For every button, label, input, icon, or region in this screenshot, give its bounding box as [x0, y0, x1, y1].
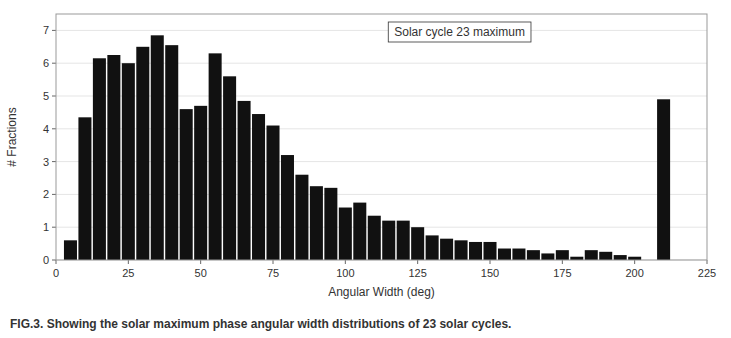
bar [266, 126, 279, 260]
bar [411, 227, 424, 260]
y-tick [52, 161, 56, 162]
x-tick [490, 260, 491, 264]
y-tick-label: 6 [43, 57, 49, 69]
bar [180, 109, 193, 260]
bar [238, 101, 251, 260]
bar [382, 221, 395, 260]
bar [295, 175, 308, 260]
x-tick-label: 125 [408, 267, 426, 279]
x-tick [345, 260, 346, 264]
y-tick [52, 128, 56, 129]
bars [64, 35, 670, 260]
title-box: Solar cycle 23 maximum [388, 22, 531, 42]
bar [122, 63, 135, 260]
bar [397, 221, 410, 260]
y-axis-label: # Fractions [5, 107, 19, 166]
x-tick-label: 100 [336, 267, 354, 279]
x-tick [707, 260, 708, 264]
bar [599, 252, 612, 260]
y-tick-label: 4 [43, 123, 49, 135]
y-tick [52, 194, 56, 195]
y-tick-label: 0 [43, 254, 49, 266]
bar [252, 114, 265, 260]
x-tick [634, 260, 635, 264]
bar [136, 47, 149, 260]
bar [64, 240, 77, 260]
y-gridline [56, 30, 707, 31]
bar [151, 35, 164, 260]
title-frame [388, 22, 531, 42]
y-tick-label: 5 [43, 90, 49, 102]
bar [498, 249, 511, 260]
bar [657, 99, 670, 260]
y-tick [52, 63, 56, 64]
bar [324, 188, 337, 260]
bar [426, 235, 439, 260]
bar [541, 253, 554, 260]
title: Solar cycle 23 maximum [394, 25, 525, 39]
bar [614, 255, 627, 260]
y-tick-label: 3 [43, 156, 49, 168]
x-tick-label: 175 [553, 267, 571, 279]
bar [527, 250, 540, 260]
bar [281, 155, 294, 260]
x-tick-label: 200 [625, 267, 643, 279]
x-tick [562, 260, 563, 264]
bar [440, 239, 453, 260]
bar [107, 55, 120, 260]
caption: FIG.3. Showing the solar maximum phase a… [10, 317, 511, 331]
y-tick-label: 7 [43, 24, 49, 36]
x-tick-label: 0 [53, 267, 59, 279]
bar [469, 242, 482, 260]
bar [512, 249, 525, 260]
y-tick [52, 30, 56, 31]
bar [78, 117, 91, 260]
bar [310, 186, 323, 260]
axes: 0 1 2 3 4 5 6 7 0 25 50 75 100 125 150 175 200 225 [43, 24, 716, 279]
x-tick [200, 260, 201, 264]
y-tick [52, 260, 56, 261]
bar [223, 76, 236, 260]
x-tick-label: 25 [122, 267, 134, 279]
bar [556, 250, 569, 260]
chart: 0 1 2 3 4 5 6 7 0 25 50 75 100 125 150 175 200 225 Angular… [0, 0, 731, 338]
x-tick-label: 50 [195, 267, 207, 279]
y-tick-label: 2 [43, 188, 49, 200]
x-tick-label: 225 [698, 267, 716, 279]
bar [165, 45, 178, 260]
x-tick [273, 260, 274, 264]
y-tick [52, 227, 56, 228]
bar [455, 240, 468, 260]
y-tick-label: 1 [43, 221, 49, 233]
x-tick [128, 260, 129, 264]
bar [93, 58, 106, 260]
x-axis-label: Angular Width (deg) [328, 285, 435, 299]
plot-frame [56, 14, 707, 260]
x-tick [417, 260, 418, 264]
bar [353, 203, 366, 260]
x-tick-label: 150 [481, 267, 499, 279]
y-tick [52, 96, 56, 97]
bar [483, 242, 496, 260]
x-tick [56, 260, 57, 264]
bar [194, 106, 207, 260]
bar [339, 208, 352, 260]
x-tick-label: 75 [267, 267, 279, 279]
bar [585, 250, 598, 260]
bar [209, 53, 222, 260]
bar [368, 216, 381, 260]
